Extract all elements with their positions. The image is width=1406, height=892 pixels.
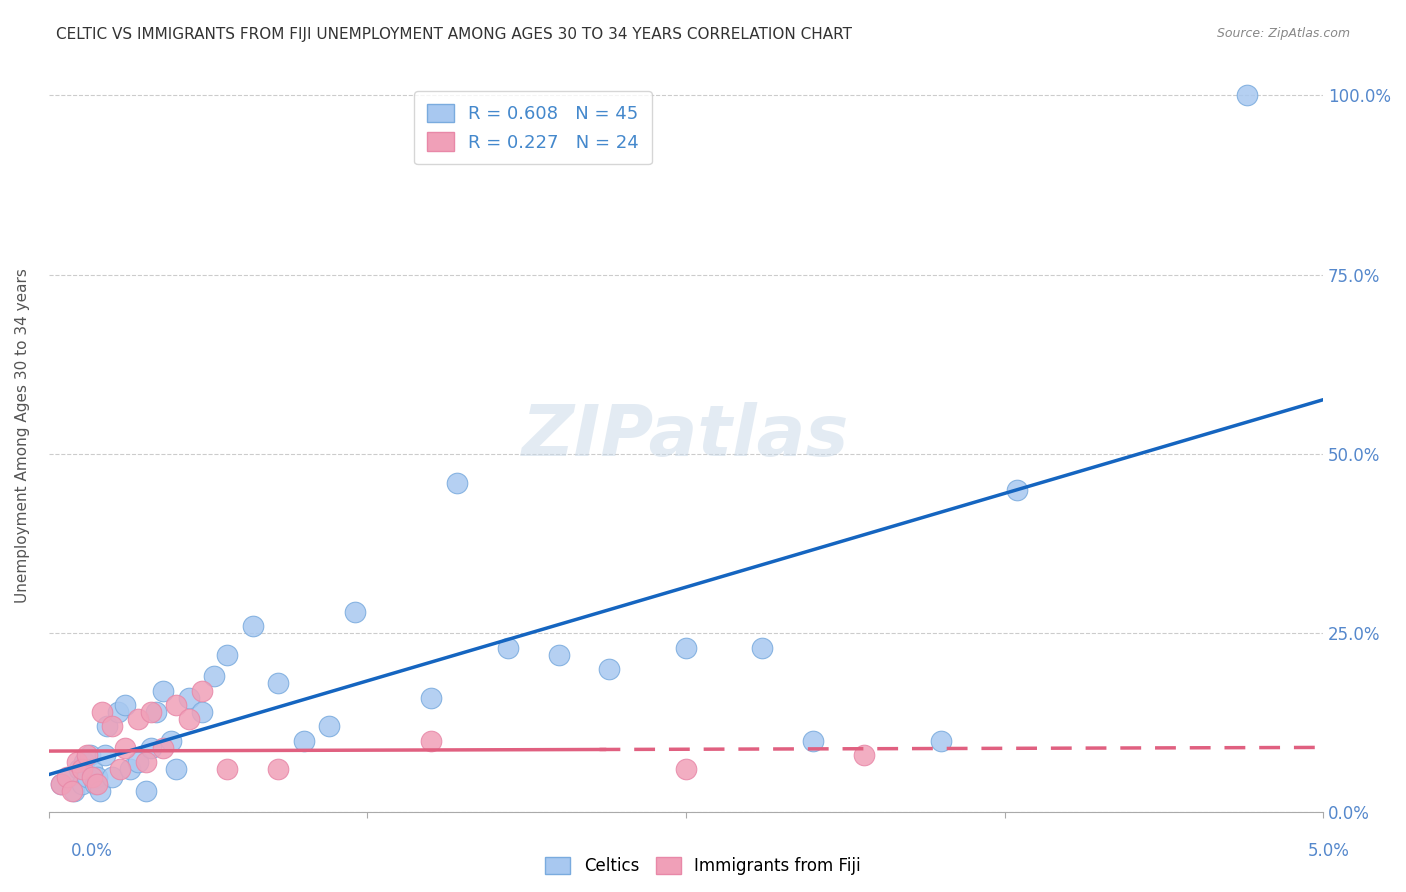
Point — [114, 698, 136, 712]
Point — [292, 733, 315, 747]
Point — [108, 763, 131, 777]
Point — [80, 763, 103, 777]
Point — [1236, 88, 1258, 103]
Point — [76, 748, 98, 763]
Point — [160, 733, 183, 747]
Text: 5.0%: 5.0% — [1308, 842, 1350, 860]
Point — [267, 763, 290, 777]
Point — [107, 705, 129, 719]
Text: CELTIC VS IMMIGRANTS FROM FIJI UNEMPLOYMENT AMONG AGES 30 TO 34 YEARS CORRELATIO: CELTIC VS IMMIGRANTS FROM FIJI UNEMPLOYM… — [56, 27, 852, 42]
Point — [152, 741, 174, 756]
Point — [86, 770, 108, 784]
Legend: R = 0.608   N = 45, R = 0.227   N = 24: R = 0.608 N = 45, R = 0.227 N = 24 — [415, 91, 652, 164]
Point — [135, 784, 157, 798]
Point — [51, 777, 73, 791]
Point — [1007, 483, 1029, 497]
Point — [70, 777, 93, 791]
Point — [496, 640, 519, 655]
Point — [145, 705, 167, 719]
Point — [127, 756, 149, 770]
Point — [70, 763, 93, 777]
Point — [73, 756, 96, 770]
Point — [165, 698, 187, 712]
Text: Source: ZipAtlas.com: Source: ZipAtlas.com — [1216, 27, 1350, 40]
Point — [58, 770, 80, 784]
Point — [204, 669, 226, 683]
Point — [217, 763, 239, 777]
Point — [547, 648, 569, 662]
Point — [114, 741, 136, 756]
Point — [79, 748, 101, 763]
Point — [177, 712, 200, 726]
Point — [67, 763, 90, 777]
Point — [94, 748, 117, 763]
Point — [101, 770, 124, 784]
Point — [120, 763, 142, 777]
Point — [598, 662, 620, 676]
Point — [420, 690, 443, 705]
Point — [91, 705, 114, 719]
Point — [242, 619, 264, 633]
Point — [446, 475, 468, 490]
Point — [190, 683, 212, 698]
Point — [318, 719, 340, 733]
Point — [217, 648, 239, 662]
Point — [853, 748, 876, 763]
Point — [675, 763, 697, 777]
Point — [343, 605, 366, 619]
Point — [675, 640, 697, 655]
Point — [80, 770, 103, 784]
Point — [63, 784, 86, 798]
Point — [139, 705, 162, 719]
Point — [86, 777, 108, 791]
Point — [83, 777, 105, 791]
Point — [152, 683, 174, 698]
Y-axis label: Unemployment Among Ages 30 to 34 years: Unemployment Among Ages 30 to 34 years — [15, 268, 30, 604]
Point — [55, 770, 77, 784]
Point — [66, 756, 89, 770]
Point — [51, 777, 73, 791]
Point — [60, 784, 83, 798]
Point — [165, 763, 187, 777]
Point — [267, 676, 290, 690]
Text: ZIPatlas: ZIPatlas — [522, 401, 849, 471]
Legend: Celtics, Immigrants from Fiji: Celtics, Immigrants from Fiji — [537, 849, 869, 884]
Text: 0.0%: 0.0% — [70, 842, 112, 860]
Point — [139, 741, 162, 756]
Point — [96, 719, 118, 733]
Point — [89, 784, 111, 798]
Point — [420, 733, 443, 747]
Point — [190, 705, 212, 719]
Point — [803, 733, 825, 747]
Point — [751, 640, 773, 655]
Point — [127, 712, 149, 726]
Point — [101, 719, 124, 733]
Point — [177, 690, 200, 705]
Point — [76, 770, 98, 784]
Point — [929, 733, 952, 747]
Point — [135, 756, 157, 770]
